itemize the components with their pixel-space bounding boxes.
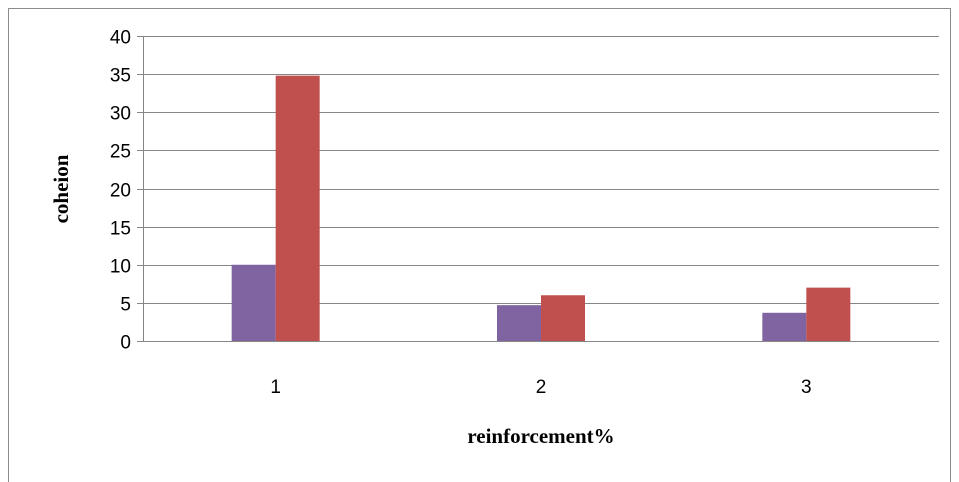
x-axis-title: reinforcement% <box>467 424 614 448</box>
bars <box>231 75 851 342</box>
y-tick-label: 25 <box>110 142 131 163</box>
y-tick-label: 30 <box>110 104 131 125</box>
y-tick-label: 0 <box>120 333 131 354</box>
y-tick-label: 35 <box>110 66 131 87</box>
x-tick-labels: 1 2 3 <box>270 377 811 398</box>
y-tick-label: 10 <box>110 257 131 278</box>
y-tick-label: 15 <box>110 219 131 240</box>
bar-series1-2 <box>497 305 541 341</box>
y-axis-title: coheion <box>49 154 73 223</box>
y-tick-label: 40 <box>110 28 131 49</box>
bar-series2-3 <box>806 287 851 341</box>
x-tick-label: 2 <box>536 377 547 398</box>
bar-series1-1 <box>231 264 276 341</box>
bar-series2-2 <box>541 295 585 341</box>
bar-series2-1 <box>275 75 320 342</box>
y-tick-label: 5 <box>120 295 131 316</box>
x-tick-label: 1 <box>270 377 281 398</box>
x-tick-label: 3 <box>801 377 812 398</box>
y-tick-label: 20 <box>110 181 131 202</box>
bar-series1-3 <box>762 312 807 341</box>
y-tick-labels: 0 5 10 15 20 25 30 35 40 <box>110 28 131 354</box>
chart-border <box>8 8 951 482</box>
